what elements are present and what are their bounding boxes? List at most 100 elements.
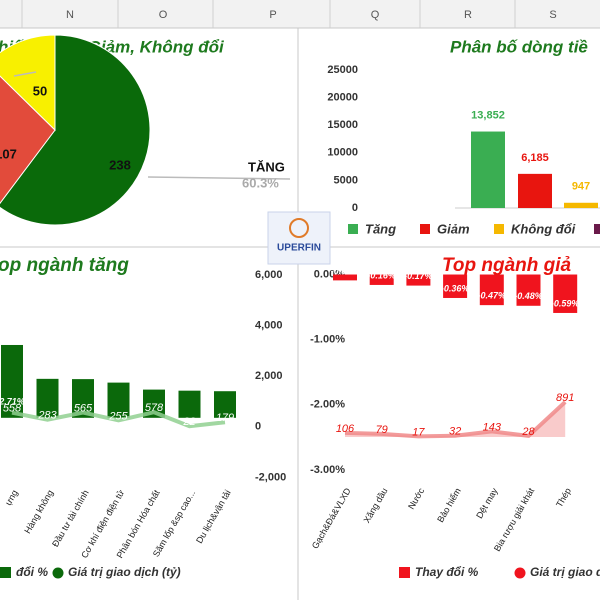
line-value-label: 578 [145, 402, 164, 414]
legend-marker [52, 567, 64, 579]
bar [36, 378, 59, 418]
slice-label: 107 [0, 146, 17, 161]
bar-value-label: 1.01% [177, 442, 203, 452]
slice-label: 238 [109, 157, 131, 172]
callout-category: TĂNG [248, 159, 285, 174]
legend-swatch [594, 224, 600, 234]
column-letter: N [66, 9, 74, 21]
line-series [344, 400, 567, 439]
bar-value-label: 1.44% [70, 430, 96, 440]
y-tick-label: -3.00% [310, 464, 345, 476]
pie-slice [0, 75, 56, 205]
legend-swatch [399, 567, 410, 578]
bar-value-label: 1.45% [35, 430, 61, 440]
line-value-label: 891 [556, 392, 574, 404]
value-label: 947 [572, 181, 590, 193]
y-tick-label: 0 [352, 202, 358, 214]
line-series [11, 410, 226, 429]
column-dividers [21, 0, 516, 28]
value-label: 6,185 [521, 152, 549, 164]
bar [471, 131, 505, 208]
line-value-label: 79 [376, 424, 388, 436]
y-tick-label: 5000 [334, 174, 358, 186]
bar [518, 173, 552, 208]
line-value-label: 179 [216, 412, 234, 424]
bar-value-label: -0.17% [404, 271, 433, 281]
bar [214, 391, 236, 418]
bar-value-label: -0.47% [478, 291, 507, 301]
logo-text: UPERFIN [277, 243, 321, 254]
bar-value-label: 0.99% [212, 443, 238, 453]
bar [143, 389, 165, 418]
line-value-label: 32 [449, 426, 461, 438]
legend-label: Giảm [437, 221, 470, 236]
column-letter: S [549, 9, 556, 21]
bar-value-label: -0.09% [331, 266, 360, 276]
column-letter: P [269, 9, 276, 21]
bar [516, 274, 541, 306]
y-tick-label: 25000 [327, 64, 358, 76]
line-value-label: 106 [336, 423, 355, 435]
line-value-label: 17 [412, 426, 425, 438]
legend-label: Giá trị giao dịch (tỷ) [530, 565, 600, 579]
line-value-label: 143 [483, 421, 502, 433]
bar [553, 274, 578, 313]
legend-swatch [494, 224, 504, 234]
callout-line [13, 71, 37, 77]
legend-label: đổi % [16, 565, 48, 579]
legend-label: Thay đổi % [415, 565, 479, 579]
legend-label: Tăng [365, 221, 396, 236]
y2-tick-label: 2,000 [255, 370, 283, 382]
column-letter: Q [371, 9, 380, 21]
y-tick-label: -1.00% [310, 334, 345, 346]
y-tick-label: -2.00% [310, 399, 345, 411]
callout-share: 60.3% [242, 175, 279, 190]
column-letter: O [159, 9, 168, 21]
legend-swatch [0, 567, 11, 578]
y2-tick-label: 6,000 [255, 269, 283, 281]
chart-title: Top ngành giả [442, 255, 572, 276]
chart-title: Phân bố dòng tiề [450, 37, 588, 56]
legend-marker [514, 567, 526, 579]
chart-title: op ngành tăng [0, 255, 129, 276]
bar-value-label: -0.36% [441, 283, 470, 293]
pie-slice [0, 34, 56, 132]
bar [369, 274, 394, 285]
bar-value-label: -0.48% [514, 291, 543, 301]
bar [107, 382, 130, 418]
logo-icon [289, 218, 309, 238]
line-value-label: 22 [182, 416, 195, 428]
bar-value-label: -0.16% [367, 270, 396, 280]
bar-value-label: 1.05% [141, 441, 167, 451]
y-tick-label: 20000 [327, 92, 358, 104]
bar [72, 379, 94, 418]
y-tick-label: 15000 [327, 119, 358, 131]
bar [178, 390, 201, 418]
legend-label: Giá trị giao dịch (tỷ) [68, 565, 181, 579]
legend-label: Không đổi [511, 221, 576, 236]
y-tick-label: 10000 [327, 147, 358, 159]
bar [333, 274, 357, 281]
bar [564, 202, 598, 208]
line-value-label: 283 [37, 410, 57, 422]
bar [1, 344, 23, 418]
bar-value-label: -0.59% [551, 298, 580, 308]
bar [406, 274, 431, 286]
column-letter: R [464, 9, 472, 21]
slice-label: 50 [33, 83, 47, 98]
legend-swatch [420, 224, 430, 234]
y2-tick-label: -2,000 [255, 471, 286, 483]
y2-tick-label: 0 [255, 421, 261, 433]
bar-value-label: 1.31% [106, 434, 132, 444]
y2-tick-label: 4,000 [255, 320, 283, 332]
legend-swatch [348, 224, 358, 234]
pie-slice [0, 34, 151, 226]
line-value-label: 28 [521, 426, 535, 438]
bar [479, 274, 504, 306]
callout-line [147, 176, 291, 180]
value-label: 13,852 [471, 109, 505, 121]
column-header [0, 0, 600, 28]
line-value-label: 565 [74, 402, 93, 414]
line-value-label: 558 [3, 403, 22, 415]
